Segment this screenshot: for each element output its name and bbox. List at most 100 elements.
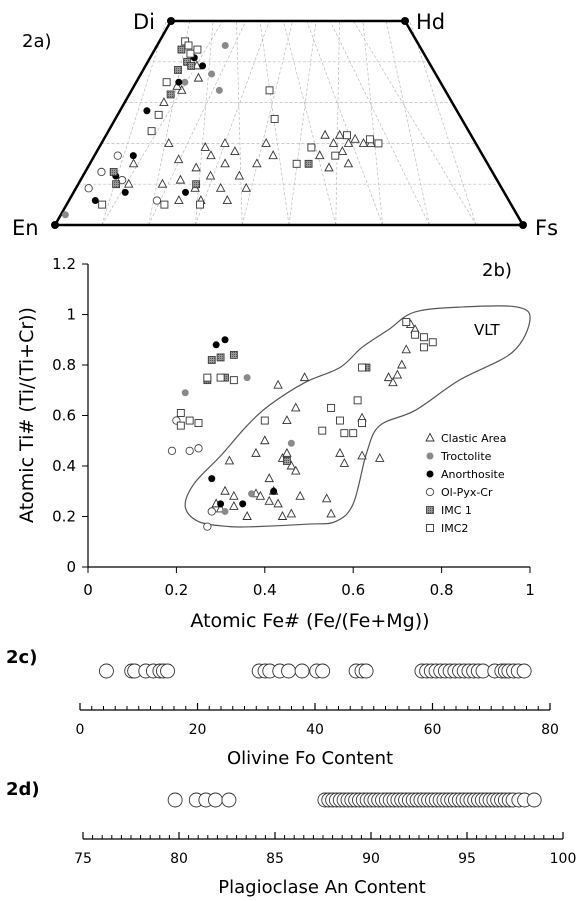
point-2b-clastic-area	[286, 508, 297, 518]
panel-2b-points	[167, 318, 437, 531]
strip-point	[516, 663, 532, 679]
point-2a-clastic-area	[314, 150, 325, 160]
point-2a-imc2	[270, 114, 279, 123]
point-2a-imc-1	[192, 180, 201, 189]
strip-tick-label: 85	[266, 851, 284, 867]
vertex-dot-fs	[519, 221, 527, 229]
quad-gridline-diag	[236, 20, 243, 226]
point-2a-imc2	[365, 135, 374, 144]
point-2a-anorthosite	[199, 62, 207, 70]
point-2b-clastic-area	[326, 508, 336, 518]
point-2b-imc-1	[229, 350, 238, 359]
quad-gridline-diag	[288, 20, 317, 226]
point-2a-anorthosite	[175, 78, 183, 86]
point-2b-anorthosite	[221, 336, 229, 344]
point-2a-imc2	[193, 45, 202, 54]
point-2a-clastic-area	[206, 150, 216, 160]
x-tick-label: 0.4	[253, 581, 277, 599]
quad-gridline-diag	[241, 20, 294, 226]
point-2b-imc2	[203, 373, 212, 382]
point-2a-clastic-area	[343, 158, 354, 168]
point-2a-anorthosite	[143, 107, 151, 115]
point-2b-imc2	[358, 419, 366, 428]
quad-gridline-diag	[148, 20, 247, 226]
point-2b-ol-pyx-cr	[194, 444, 203, 453]
x-tick-label: 1	[525, 581, 535, 599]
panel-label-2b: 2b)	[482, 260, 512, 281]
panel-label-2a: 2a)	[22, 31, 52, 52]
x-tick-label: 0.6	[341, 581, 365, 599]
point-2a-anorthosite	[129, 152, 137, 160]
point-2a-clastic-area	[328, 137, 339, 147]
point-2b-ol-pyx-cr	[207, 507, 216, 516]
point-2b-imc2	[419, 343, 428, 352]
y-tick-label: 0.6	[52, 407, 76, 425]
point-2a-clastic-area	[157, 178, 168, 188]
strip-tick-label: 40	[306, 722, 324, 738]
point-2b-imc2	[419, 333, 428, 342]
point-2b-clastic-area	[374, 452, 385, 462]
vlt-region-label: VLT	[474, 321, 501, 339]
point-2b-imc2	[216, 373, 225, 382]
point-2a-clastic-area	[358, 137, 369, 147]
legend-label-ol-pyx-cr: Ol-Pyx-Cr	[441, 486, 493, 499]
point-2b-clastic-area	[220, 485, 230, 495]
point-2a-imc-1	[177, 45, 186, 54]
legend-marker-imc-1	[426, 506, 434, 514]
point-2a-clastic-area	[324, 162, 334, 172]
point-2a-anorthosite	[182, 188, 190, 196]
point-2a-ol-pyx-cr	[97, 167, 106, 177]
quad-gridline-diag	[329, 20, 430, 226]
point-2a-clastic-area	[200, 142, 210, 151]
point-2a-clastic-area	[268, 150, 278, 160]
point-2b-clastic-area	[339, 458, 350, 467]
vertex-dot-di	[167, 17, 175, 25]
point-2b-clastic-area	[251, 447, 261, 457]
point-2b-clastic-area	[290, 402, 301, 412]
point-2b-clastic-area	[224, 455, 235, 465]
legend-label-clastic-area: Clastic Area	[441, 432, 506, 445]
point-2a-imc2	[265, 86, 274, 95]
point-2a-clastic-area	[215, 182, 226, 192]
point-2b-clastic-area	[392, 369, 403, 379]
point-2b-anorthosite	[208, 475, 216, 483]
point-2b-clastic-area	[335, 447, 345, 457]
point-2a-clastic-area	[334, 129, 345, 139]
vertex-dot-hd	[401, 17, 409, 25]
point-2a-clastic-area	[261, 137, 271, 147]
point-2b-troctolite	[221, 507, 229, 515]
panel-2b-ticks: 0 0.2 0.4 0.6 0.8 1 1.2 0 0.2 0.4 0.6 0.8 1	[52, 255, 535, 599]
point-2b-troctolite	[243, 374, 251, 382]
point-2a-ol-pyx-cr	[118, 175, 127, 185]
panel-2d-axis: 75 80 85 90 95 100	[74, 832, 576, 867]
quad-gridline-diag	[306, 20, 383, 226]
plagioclase-axis-title: Plagioclase An Content	[218, 877, 425, 898]
quadrilateral-gridlines	[78, 20, 500, 226]
vertex-label-en: En	[12, 216, 39, 240]
strip-point	[167, 792, 183, 808]
point-2b-clastic-area	[229, 490, 239, 500]
point-2a-imc2	[307, 143, 316, 152]
point-2a-clastic-area	[164, 137, 174, 147]
point-2a-anorthosite	[121, 188, 129, 196]
point-2a-imc2	[184, 41, 193, 50]
panel-2c-points	[98, 663, 532, 679]
point-2a-clastic-area	[350, 133, 360, 143]
y-tick-label: 0.8	[52, 356, 76, 374]
point-2b-anorthosite	[239, 500, 247, 508]
point-2b-imc2	[176, 421, 185, 430]
point-2a-imc-1	[174, 66, 182, 74]
panel-2b-scatter: 00.20.40.60.811.20 0.2 0.4 0.6 0.8 1 VLT 2b) …	[16, 255, 535, 632]
point-2b-imc2	[358, 363, 366, 372]
x-tick-label: 0	[83, 581, 93, 599]
y-tick-label: 0.2	[52, 508, 76, 526]
panel-2d-strip: 2d) 75 80 85 90 95 100 Plagioclase An Content	[6, 779, 576, 898]
point-2a-troctolite	[61, 211, 69, 219]
quad-gridline-diag	[353, 20, 477, 226]
point-2a-ol-pyx-cr	[113, 151, 122, 160]
quad-gridline-diag	[335, 20, 340, 226]
quad-gridline-diag	[101, 20, 167, 226]
point-2b-imc2	[194, 419, 203, 428]
point-2a-imc2	[160, 200, 169, 209]
point-2b-anorthosite	[270, 487, 278, 495]
